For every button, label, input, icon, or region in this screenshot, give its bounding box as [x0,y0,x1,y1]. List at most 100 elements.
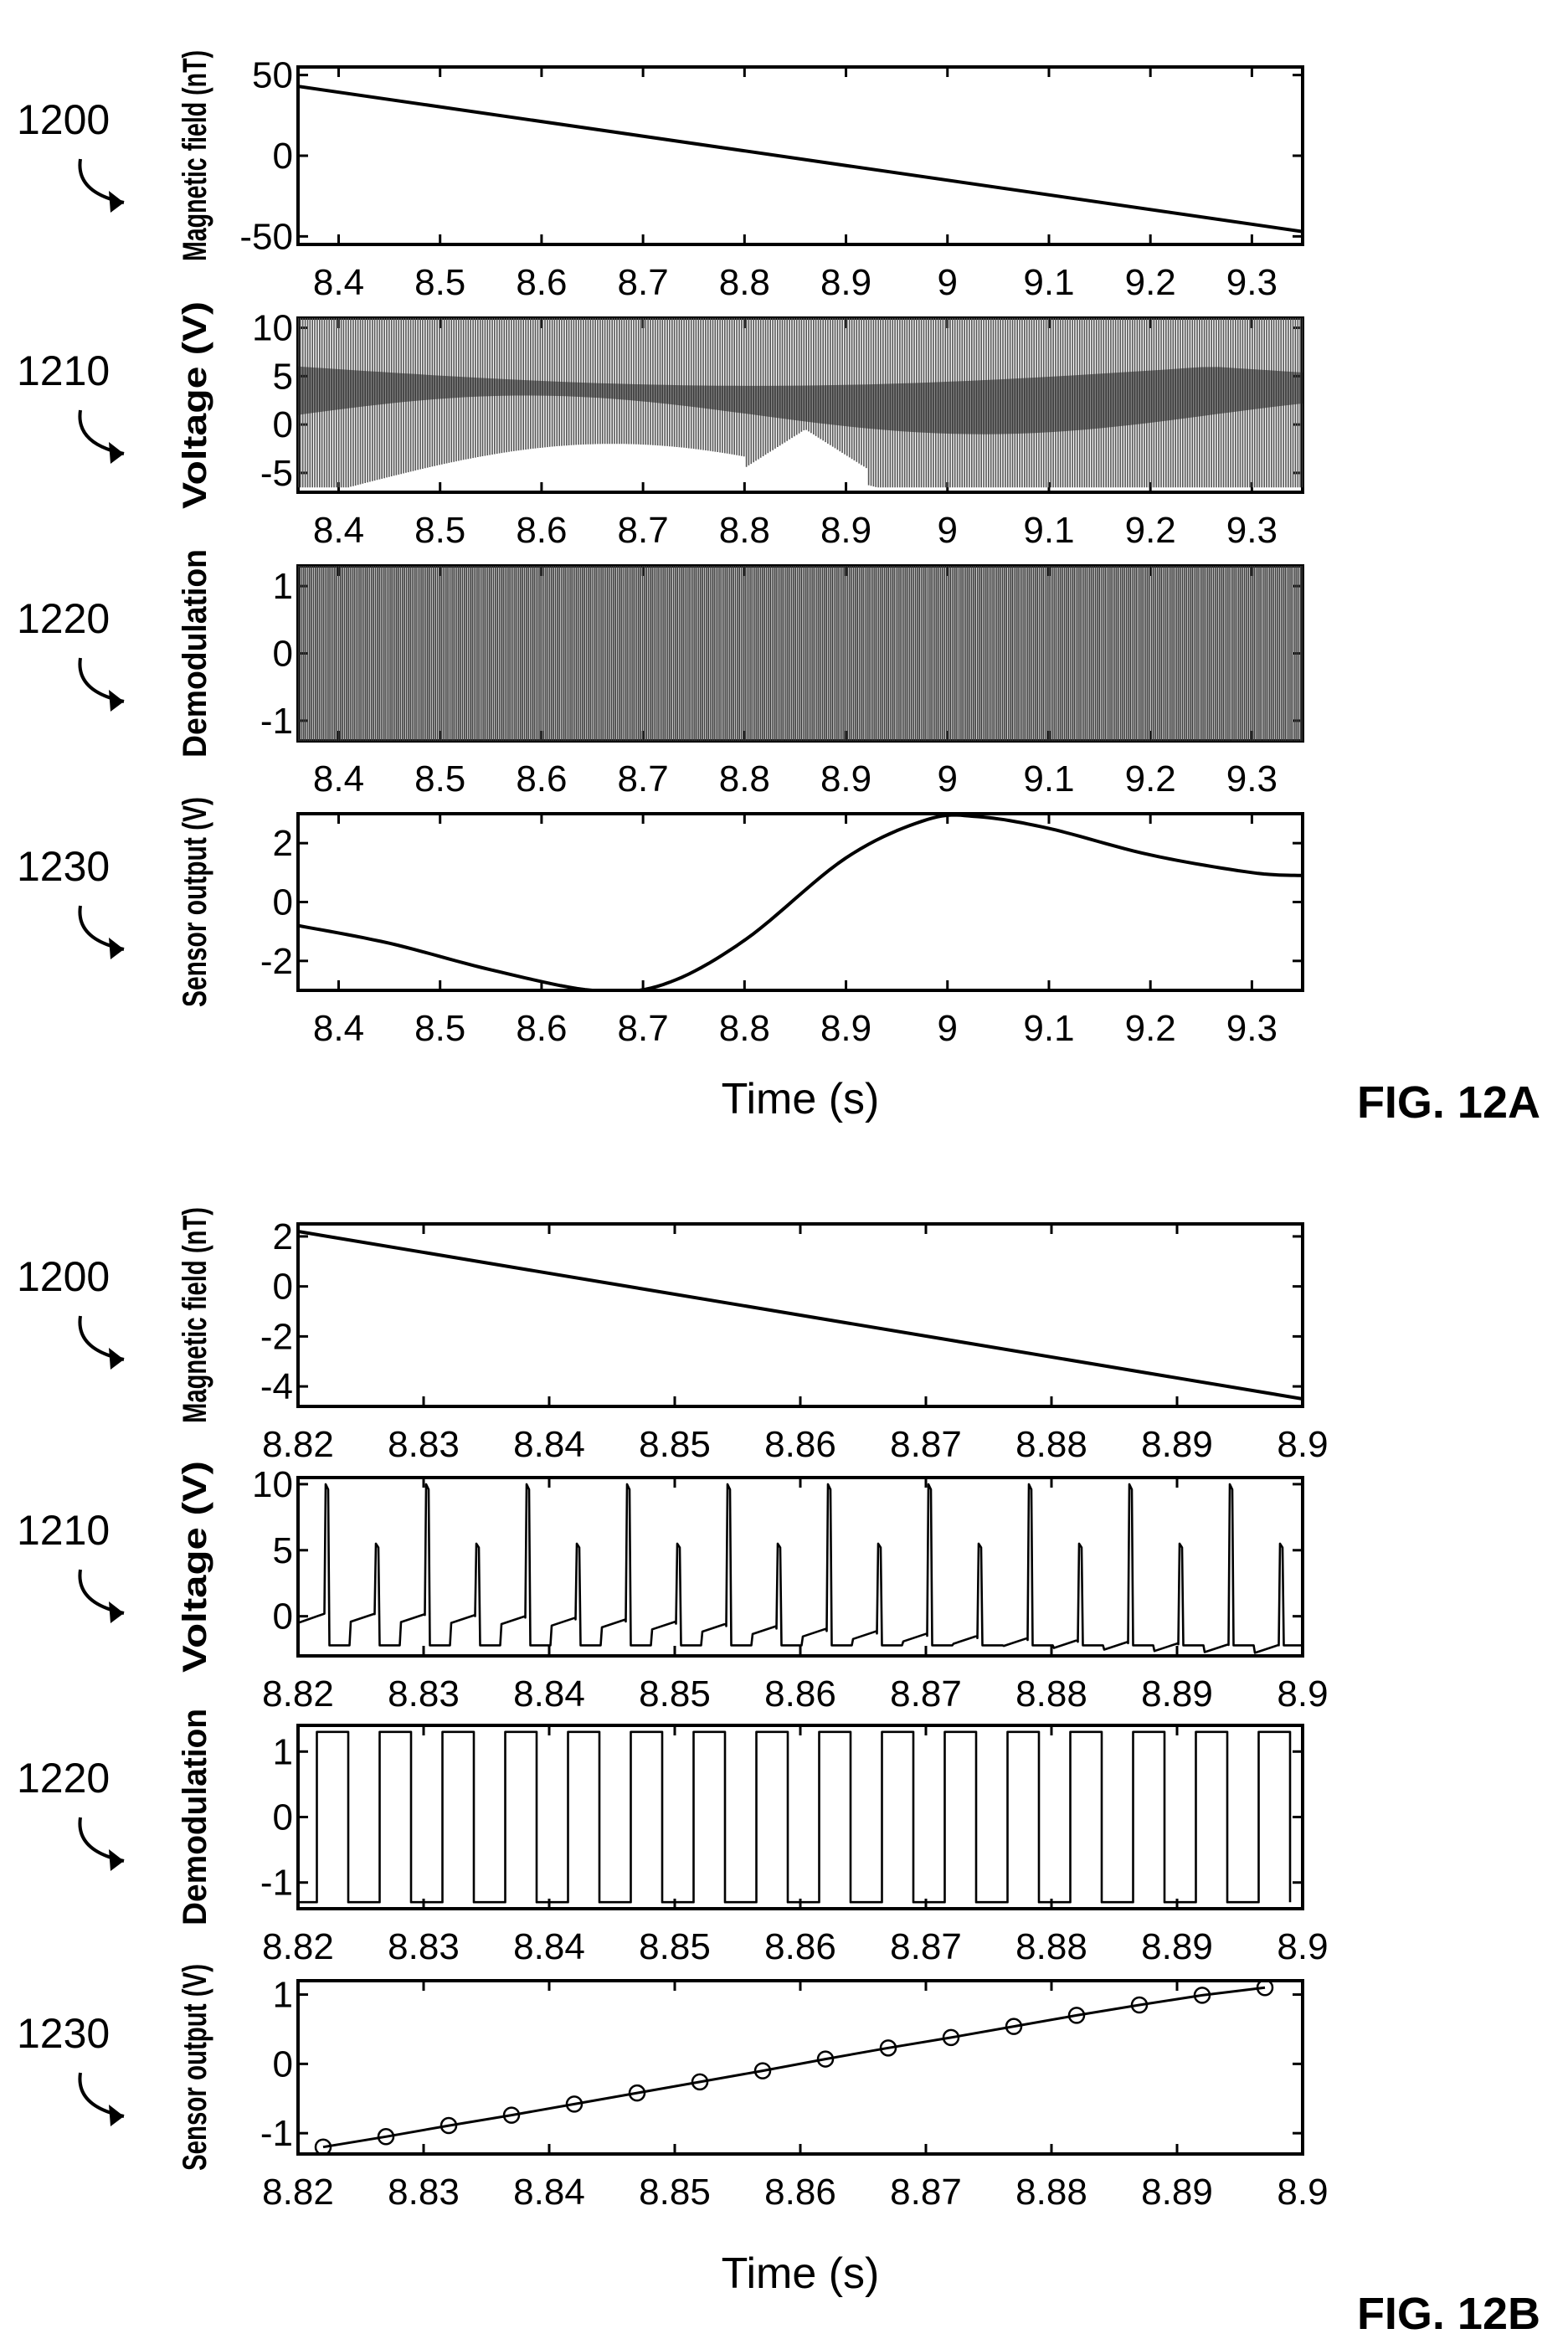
plot-frame [296,1724,1304,1910]
y-axis-label: Sensor output (V) [177,797,213,1007]
series [298,1730,1292,1904]
x-tick-label: 8.89 [1141,2172,1213,2213]
y-tick-label: 5 [273,356,293,397]
x-tick-label: 8.9 [820,510,871,551]
x-tick-label: 8.8 [719,1008,770,1049]
reference-arrow [78,1315,125,1361]
arrow-head-icon [109,690,124,712]
y-tick-label: -1 [260,2113,293,2154]
panel-1210: 1210 Voltage (V) 10 5 0 -5 8.4 8.5 8.6 8.7 8.8 8.9 9… [17,301,1304,551]
x-tick-label: 9.2 [1125,758,1176,799]
x-tick-label: 8.7 [618,1008,669,1049]
series-line [298,85,1303,234]
x-tick-label: 8.85 [639,1424,711,1465]
x-tick-label: 8.9 [1277,2172,1328,2213]
plot-frame [296,1476,1304,1658]
data-point [502,2106,521,2124]
x-tick-label: 8.7 [618,510,669,551]
figure-caption: FIG. 12A [1357,1077,1540,1128]
y-tick-label: 1 [273,1975,293,2016]
x-tick-label: 8.5 [414,1008,465,1049]
data-point [1067,2007,1086,2024]
x-tick-label: 8.82 [262,1673,334,1714]
y-tick-label: 1 [273,1731,293,1772]
x-tick-label: 9 [938,262,958,303]
series [298,85,1303,234]
panel-1230: 1230 Sensor output (V) 2 0 -2 8.4 8.5 8.6 8.7 8.8… [17,797,1304,1049]
x-tick-label: 8.85 [639,1926,711,1967]
x-tick-label: 8.6 [516,1008,567,1049]
data-point [1005,2018,1023,2035]
figure-12a: 1200 Magnetic field (nT) 500-508.4 8.5 8.6 8.… [17,50,1540,1128]
x-tick-label: 8.87 [890,2172,962,2213]
x-tick-label: 8.89 [1141,1926,1213,1967]
x-tick-label: 8.8 [719,510,770,551]
x-tick-label: 8.87 [890,1424,962,1465]
reference-arrow [78,158,125,204]
y-tick-label: -1 [260,701,293,742]
x-tick-label: 8.83 [388,1424,460,1465]
x-tick-label: 9 [938,758,958,799]
panel-1210: 1210 Voltage (V) 10 5 0 8.82 8.83 8.84 8.85 8.86 8… [17,1461,1329,1714]
x-tick-label: 8.4 [313,758,364,799]
y-axis-label: Voltage (V) [177,301,213,509]
reference-arrow [78,409,125,455]
y-tick-label: -5 [260,453,293,494]
panel-1200: 1200 Magnetic field (nT) 50 0 -50 8.4 8.5 8.6 8.… [17,50,1304,303]
x-tick-label: 9 [938,510,958,551]
x-tick-label: 8.9 [1277,1926,1328,1967]
y-tick-label: -50 [239,216,293,257]
y-tick-label: 50 [252,55,293,96]
y-axis-label: Voltage (V) [177,1461,213,1673]
arrow-head-icon [109,191,124,213]
x-tick-label: 8.8 [719,262,770,303]
x-tick-label: 8.87 [890,1926,962,1967]
y-tick-label: 2 [273,823,293,864]
x-tick-label: 8.86 [764,1926,836,1967]
reference-arrow [78,905,125,951]
x-tick-label: 8.85 [639,1673,711,1714]
reference-arrow [78,657,125,703]
series [298,814,1303,990]
x-tick-label: 9.1 [1023,1008,1074,1049]
series-line [322,1986,1266,2149]
arrow-head-icon [109,1348,124,1370]
x-tick-label: 8.6 [516,510,567,551]
arrow-head-icon [109,2105,124,2126]
x-tick-label: 8.9 [820,758,871,799]
x-tick-label: 9.1 [1023,262,1074,303]
series [298,1483,1303,1654]
reference-label: 1230 [17,2010,110,2057]
x-tick-label: 8.6 [516,262,567,303]
x-tick-label: 8.88 [1015,1926,1087,1967]
data-point [1256,1981,1274,1997]
x-tick-label: 8.6 [516,758,567,799]
x-tick-label: 8.85 [639,2172,711,2213]
x-tick-label: 8.86 [764,1673,836,1714]
data-point [377,2128,395,2146]
data-point [565,2095,584,2113]
x-tick-label: 8.86 [764,2172,836,2213]
x-tick-label: 8.82 [262,1926,334,1967]
y-axis-label: Magnetic field (nT) [177,1207,213,1423]
y-tick-label: 10 [252,1464,293,1505]
y-tick-label: 0 [273,2043,293,2085]
series-line [298,814,1303,990]
data-point [942,2028,960,2047]
x-tick-label: 9 [938,1008,958,1049]
panel-1200: 1200 Magnetic field (nT) 2 0 -2 -4 8.82 8.83 8.8… [17,1207,1329,1465]
plot-frame [296,812,1304,992]
y-tick-label: 5 [273,1530,293,1571]
x-tick-label: 9.2 [1125,262,1176,303]
reference-label: 1220 [17,595,110,642]
y-axis-label: Demodulation [177,1709,213,1925]
data-point [691,2073,709,2091]
x-tick-label: 8.83 [388,1673,460,1714]
y-tick-label: 0 [273,882,293,923]
x-tick-label: 8.4 [313,1008,364,1049]
x-tick-label: 9.3 [1226,510,1278,551]
x-tick-label: 8.88 [1015,2172,1087,2213]
arrow-head-icon [109,1849,124,1871]
y-axis-label: Sensor output (V) [177,1964,213,2171]
